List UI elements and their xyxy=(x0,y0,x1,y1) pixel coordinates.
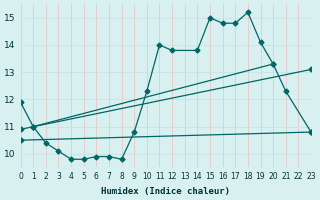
X-axis label: Humidex (Indice chaleur): Humidex (Indice chaleur) xyxy=(101,187,230,196)
